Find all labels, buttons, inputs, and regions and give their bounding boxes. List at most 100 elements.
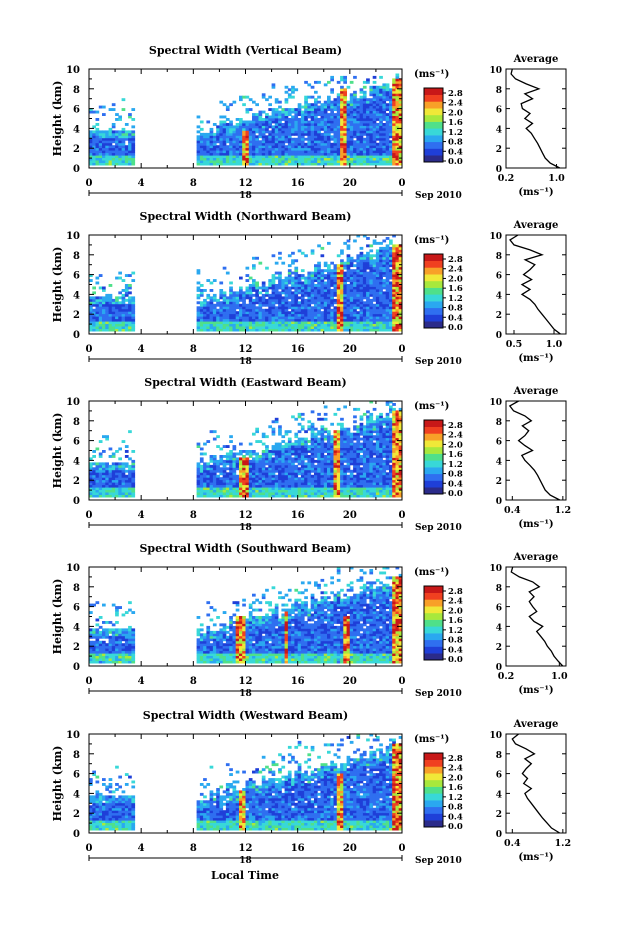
heatmap-cell bbox=[248, 487, 253, 490]
heatmap-cell bbox=[323, 308, 328, 312]
heatmap-cell bbox=[219, 140, 224, 144]
heatmap-cell bbox=[346, 274, 351, 277]
heatmap-cell bbox=[128, 147, 132, 151]
heatmap-cell bbox=[248, 316, 253, 320]
heatmap-cell bbox=[356, 303, 361, 307]
heatmap-cell bbox=[385, 271, 390, 275]
heatmap-cell bbox=[333, 484, 338, 488]
heatmap-cell bbox=[362, 118, 367, 121]
heatmap-cell bbox=[333, 450, 338, 453]
heatmap-cell bbox=[366, 298, 370, 302]
heatmap-cell bbox=[252, 482, 256, 486]
heatmap-cell bbox=[317, 269, 321, 273]
heatmap-cell bbox=[115, 318, 119, 322]
heatmap-cell bbox=[372, 95, 377, 99]
heatmap-cell bbox=[219, 462, 224, 466]
heatmap-cell bbox=[248, 98, 253, 102]
heatmap-cell bbox=[278, 313, 282, 317]
heatmap-cell bbox=[362, 316, 367, 320]
heatmap-cell bbox=[346, 293, 351, 297]
heatmap-cell bbox=[278, 291, 282, 295]
heatmap-cell bbox=[395, 318, 400, 322]
heatmap-cell bbox=[291, 326, 295, 329]
heatmap-cell bbox=[219, 472, 224, 476]
heatmap-cell bbox=[369, 276, 374, 280]
heatmap-cell bbox=[327, 457, 331, 461]
heatmap-cell bbox=[255, 145, 259, 149]
heatmap-cell bbox=[89, 313, 93, 317]
heatmap-cell bbox=[115, 142, 119, 146]
heatmap-cell bbox=[89, 155, 93, 158]
heatmap-cell bbox=[128, 135, 132, 139]
heatmap-cell bbox=[92, 145, 96, 149]
heatmap-cell bbox=[95, 276, 100, 280]
heatmap-cell bbox=[349, 301, 354, 305]
heatmap-cell bbox=[281, 115, 286, 119]
heatmap-cell bbox=[375, 100, 380, 104]
heatmap-cell bbox=[389, 246, 393, 250]
heatmap-cell bbox=[255, 321, 259, 324]
heatmap-cell bbox=[258, 462, 263, 466]
heatmap-cell bbox=[278, 123, 282, 126]
heatmap-cell bbox=[131, 326, 136, 329]
heatmap-cell bbox=[314, 435, 318, 439]
y-tick-label: 8 bbox=[73, 251, 80, 262]
heatmap-cell bbox=[274, 301, 279, 305]
heatmap-cell bbox=[392, 162, 396, 166]
colorbar-tick-label: 0.4 bbox=[448, 147, 463, 157]
heatmap-cell bbox=[268, 306, 272, 310]
heatmap-cell bbox=[300, 142, 305, 146]
heatmap-cell bbox=[124, 316, 129, 320]
heatmap-cell bbox=[314, 108, 318, 111]
heatmap-cell bbox=[382, 323, 387, 327]
heatmap-cell bbox=[375, 98, 380, 102]
heatmap-cell bbox=[216, 145, 220, 149]
heatmap-cell bbox=[294, 281, 299, 285]
heatmap-cell bbox=[310, 298, 315, 302]
heatmap-cell bbox=[392, 279, 396, 282]
heatmap-cell bbox=[265, 162, 269, 166]
y-axis-label: Height (km) bbox=[51, 81, 64, 157]
heatmap-cell bbox=[131, 489, 136, 493]
heatmap-cell bbox=[98, 326, 103, 329]
heatmap-cell bbox=[124, 284, 129, 287]
heatmap-cell bbox=[121, 472, 126, 476]
heatmap-cell bbox=[268, 162, 272, 166]
heatmap-cell bbox=[287, 316, 292, 320]
heatmap-cell bbox=[206, 323, 211, 327]
heatmap-cell bbox=[248, 464, 253, 468]
heatmap-cell bbox=[128, 142, 132, 146]
heatmap-cell bbox=[199, 474, 204, 478]
heatmap-cell bbox=[366, 113, 370, 116]
heatmap-cell bbox=[281, 479, 286, 483]
heatmap-cell bbox=[382, 83, 387, 87]
heatmap-cell bbox=[356, 289, 361, 292]
heatmap-cell bbox=[366, 289, 370, 292]
heatmap-cell bbox=[261, 450, 266, 453]
heatmap-cell bbox=[203, 462, 207, 466]
heatmap-cell bbox=[255, 301, 259, 305]
heatmap-cell bbox=[323, 469, 328, 473]
heatmap-cell bbox=[366, 276, 370, 280]
heatmap-cell bbox=[115, 113, 119, 116]
heatmap-cell bbox=[258, 261, 263, 265]
heatmap-cell bbox=[229, 472, 233, 476]
heatmap-cell bbox=[255, 125, 259, 129]
heatmap-cell bbox=[196, 484, 201, 488]
heatmap-cell bbox=[232, 308, 237, 312]
heatmap-cell bbox=[375, 308, 380, 312]
heatmap-cell bbox=[216, 311, 220, 315]
heatmap-cell bbox=[369, 98, 374, 102]
heatmap-cell bbox=[372, 276, 377, 280]
heatmap-cell bbox=[232, 140, 237, 144]
heatmap-cell bbox=[389, 88, 393, 92]
heatmap-cell bbox=[317, 313, 321, 317]
heatmap-cell bbox=[121, 487, 126, 490]
heatmap-cell bbox=[314, 472, 318, 476]
heatmap-cell bbox=[278, 482, 282, 486]
heatmap-cell bbox=[340, 328, 344, 332]
heatmap-cell bbox=[232, 492, 237, 495]
heatmap-cell bbox=[98, 298, 103, 302]
heatmap-cell bbox=[353, 142, 357, 146]
